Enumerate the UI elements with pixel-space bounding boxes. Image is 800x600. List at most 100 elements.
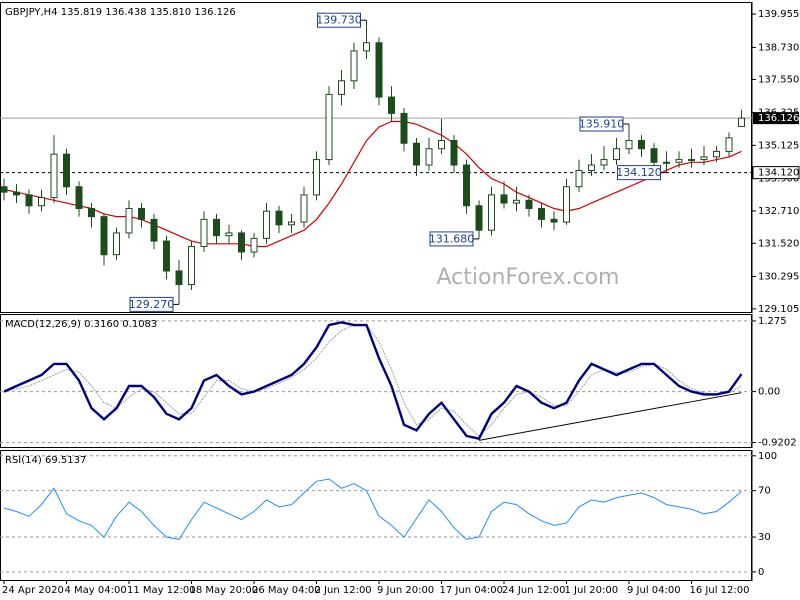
candle-body [513, 199, 520, 204]
price-tag-label: 134.120 [758, 168, 799, 179]
x-tick-label: 11 May 12:00 [127, 585, 196, 596]
candle-body [338, 80, 345, 95]
annotation-box [129, 296, 174, 312]
annotation-label: 129.270 [129, 298, 175, 311]
annotation-box [617, 165, 661, 181]
y-tick-label: 1.275 [758, 316, 787, 327]
candle-body [613, 148, 620, 161]
y-tick-label: 131.520 [758, 238, 799, 249]
candle-body [625, 140, 633, 150]
candle-body [175, 270, 183, 286]
candle-body [350, 50, 358, 82]
candle-body [675, 159, 683, 163]
y-tick-label: 30 [758, 532, 771, 543]
y-tick-label: 100 [758, 451, 777, 462]
candle-body [550, 218, 558, 223]
x-tick-label: 1 Jul 20:00 [565, 585, 619, 596]
pane-title: GBPJPY,H4 135.819 136.438 135.810 136.12… [5, 7, 236, 18]
candle-body [0, 186, 8, 193]
candle-body [638, 140, 645, 150]
candle-body [588, 164, 595, 171]
candle-body [213, 218, 220, 237]
candle-body [163, 240, 170, 272]
candle-body [250, 237, 258, 253]
candle-body [488, 194, 495, 231]
y-tick-label: 0 [758, 567, 764, 578]
y-tick-label: 138.730 [758, 42, 799, 53]
candle-body [75, 186, 83, 209]
x-tick-label: 26 May 04:00 [252, 585, 321, 596]
y-tick-label: -0.9202 [758, 438, 797, 449]
candle-body [88, 207, 95, 218]
candle-body [150, 218, 158, 242]
y-tick-label: 132.710 [758, 206, 799, 217]
candle-body [188, 246, 195, 286]
candle-body [363, 42, 370, 52]
candle-body [538, 207, 545, 220]
y-tick-label: 70 [758, 486, 771, 497]
candle-body [275, 210, 283, 226]
candle-body [563, 186, 570, 223]
x-tick-label: 24 Apr 2020 [2, 585, 64, 596]
candle-body [200, 218, 208, 248]
y-tick-label: 139.955 [758, 9, 799, 20]
candle-body [663, 161, 670, 164]
candle-body [25, 194, 33, 207]
current-price-tag [753, 112, 799, 125]
rsi-line [3, 478, 742, 540]
candle-body [388, 96, 395, 114]
candle-body [38, 197, 45, 207]
candle-body [225, 232, 233, 237]
annotation-box [579, 116, 624, 132]
x-tick-label: 17 Jun 04:00 [440, 585, 504, 596]
annotation-box [429, 231, 474, 247]
macd-line [3, 321, 743, 441]
candle-body [725, 137, 733, 152]
pane-title: RSI(14) 69.5137 [5, 455, 86, 466]
watermark: ActionForex.com [437, 265, 620, 290]
x-tick-label: 16 Jul 12:00 [690, 585, 750, 596]
candle-body [688, 159, 695, 162]
x-tick-label: 4 May 04:00 [65, 585, 127, 596]
x-tick-label: 2 Jun 12:00 [315, 585, 372, 596]
current-price-label: 136.126 [758, 113, 799, 124]
annotation-label: 131.680 [429, 232, 475, 245]
candle-body [288, 221, 295, 226]
candle-body [413, 142, 420, 166]
candle-body [13, 191, 20, 196]
pane-title: MACD(12,26,9) 0.3160 0.1083 [5, 319, 157, 330]
candle-body [713, 150, 720, 158]
candle-body [500, 194, 508, 204]
candle-body [525, 199, 533, 209]
candle-body [100, 216, 108, 256]
y-tick-label: 129.105 [758, 304, 799, 315]
candle-body [450, 140, 458, 166]
annotation-label: 139.730 [316, 14, 362, 27]
candle-body [125, 207, 133, 234]
candle-body [138, 207, 145, 220]
candle-body [238, 232, 245, 253]
candle-body [463, 164, 470, 207]
candle-body [575, 169, 583, 188]
candle-body [425, 148, 433, 166]
candle-body [400, 112, 408, 144]
x-tick-label: 24 Jun 12:00 [502, 585, 566, 596]
candle-body [700, 156, 708, 161]
candle-body [263, 210, 270, 239]
candle-body [600, 159, 608, 166]
y-tick-label: 135.125 [758, 140, 799, 151]
candle-body [313, 159, 320, 196]
annotation-label: 134.120 [616, 166, 662, 179]
candle-body [650, 148, 658, 163]
candle-body [325, 93, 333, 161]
y-tick-label: 130.295 [758, 272, 799, 283]
candle-body [375, 42, 383, 98]
x-tick-label: 9 Jun 20:00 [377, 585, 434, 596]
trendline [478, 392, 742, 441]
annotation-label: 135.910 [579, 117, 625, 130]
candle-body [738, 117, 745, 127]
candle-body [63, 153, 70, 188]
candle-body [113, 232, 120, 256]
